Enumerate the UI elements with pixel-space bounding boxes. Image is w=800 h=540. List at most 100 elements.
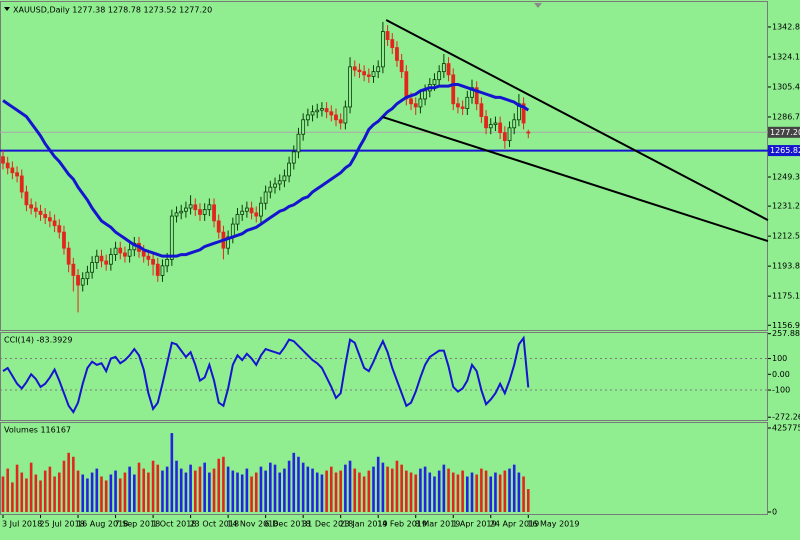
candle-body <box>380 31 385 68</box>
volume-bar <box>381 462 385 512</box>
x-tick-label: 6 Dec 2018 <box>265 520 311 529</box>
x-tick-label: 16 May 2019 <box>527 520 579 529</box>
candle-body <box>498 122 503 134</box>
volume-bar <box>250 476 253 512</box>
candle-body <box>240 210 245 215</box>
candle-body <box>104 260 109 265</box>
volume-bar <box>189 464 192 512</box>
candle-body <box>320 108 324 111</box>
x-tick-label: 8 Mar 2019 <box>415 520 461 529</box>
candle-body <box>169 215 174 260</box>
volume-bar <box>273 464 277 512</box>
y-tick-label: 0.00 <box>772 370 790 379</box>
volume-bar <box>442 464 446 512</box>
candle-body <box>38 210 43 215</box>
volume-bar <box>503 470 507 512</box>
volume-bar <box>264 470 267 512</box>
candle-body <box>226 236 231 249</box>
volume-bar <box>76 470 80 512</box>
x-tick-label: 31 Dec 2018 <box>302 520 353 529</box>
volume-bar <box>334 472 338 512</box>
y-tick-label: 1342.85 <box>772 22 800 31</box>
candle-body <box>146 255 151 260</box>
volume-bar <box>222 456 225 512</box>
volume-bar <box>512 464 516 512</box>
volume-bar <box>269 462 272 512</box>
candle-body <box>1 156 5 164</box>
candle-body <box>165 258 170 267</box>
volume-bar <box>198 466 202 512</box>
volume-bar <box>283 468 286 512</box>
volume-bar <box>62 460 66 512</box>
candle-body <box>76 275 80 286</box>
y-tick-label: 1193.80 <box>772 262 800 271</box>
candle-body <box>399 60 404 73</box>
x-tick-label: 1 Apr 2019 <box>452 520 496 529</box>
candle-body <box>502 132 507 142</box>
candle-body <box>362 71 367 76</box>
candle-body <box>254 212 259 217</box>
x-tick-label: 16 Aug 2018 <box>77 520 128 529</box>
candle-body <box>305 114 310 121</box>
candle-body <box>526 131 531 134</box>
candle-body <box>470 87 474 98</box>
candle-body <box>334 114 338 121</box>
candle-body <box>71 263 76 276</box>
shift-marker <box>534 3 542 8</box>
candle-body <box>179 210 184 214</box>
y-tick-label: 425775 <box>772 424 800 433</box>
y-tick-label: 1305.45 <box>772 82 800 91</box>
trend-line <box>382 116 769 243</box>
volume-bar <box>109 474 113 512</box>
candle-body <box>451 74 456 105</box>
candle-body <box>329 111 334 116</box>
volume-bar <box>517 472 521 512</box>
candle-body <box>338 119 343 124</box>
candle-body <box>456 103 460 108</box>
volume-bar <box>489 476 493 512</box>
y-tick-label: 1286.75 <box>772 112 800 121</box>
candle-body <box>52 220 57 227</box>
volume-bar <box>67 452 70 512</box>
volume-bar <box>203 462 206 512</box>
volume-bar <box>466 476 469 512</box>
price-label-box <box>768 145 800 157</box>
volume-bar <box>306 466 310 512</box>
volume-bar <box>320 474 324 512</box>
candle-body <box>287 162 291 177</box>
volume-bar <box>175 460 178 512</box>
volume-bar <box>240 474 244 512</box>
volume-bar <box>20 472 24 512</box>
volume-bar <box>151 460 155 512</box>
candle-body <box>282 175 287 182</box>
volume-bar <box>100 476 103 512</box>
candle-body <box>235 214 240 225</box>
candle-body <box>43 214 48 219</box>
candle-body <box>33 207 38 212</box>
candle-body <box>263 191 268 204</box>
x-tick-label: 24 Apr 2019 <box>490 520 539 529</box>
candle-body <box>212 204 216 222</box>
y-tick-label: -272.2688 <box>772 413 800 422</box>
candle-body <box>244 207 249 212</box>
menu-arrow <box>4 7 10 11</box>
volume-bar <box>451 472 455 512</box>
y-tick-label: 1324.15 <box>772 52 800 61</box>
volume-bar <box>522 476 525 512</box>
cci-panel-frame <box>0 332 768 421</box>
candle-body <box>488 124 493 129</box>
candle-body <box>348 66 352 108</box>
volume-bar <box>48 466 52 512</box>
candle-body <box>404 71 409 100</box>
volume-bar <box>409 472 413 512</box>
volume-bar <box>128 466 131 512</box>
candle-body <box>80 278 85 286</box>
x-tick-label: 23 Jan 2019 <box>340 520 388 529</box>
candle-body <box>94 255 99 264</box>
y-tick-label: -100 <box>772 386 790 395</box>
volume-bar <box>133 474 136 512</box>
volume-bar <box>118 478 122 512</box>
x-tick-label: 25 Jul 2018 <box>40 520 85 529</box>
price-panel-title: XAUUSD,Daily 1277.38 1278.78 1273.52 127… <box>13 6 212 15</box>
candle-body <box>188 204 193 209</box>
